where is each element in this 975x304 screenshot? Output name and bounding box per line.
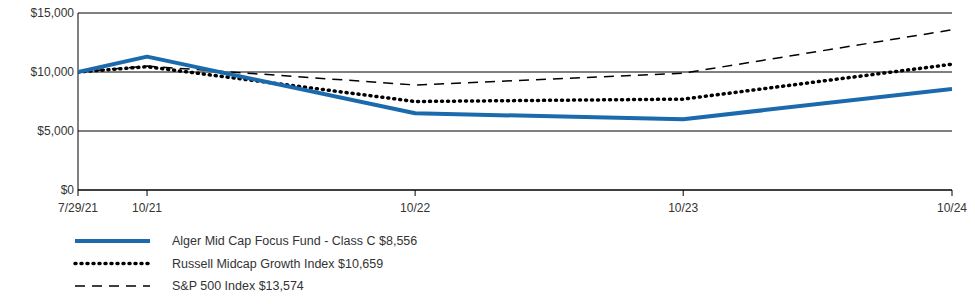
y-tick-label: $0 [61,183,75,197]
x-axis [78,190,952,191]
series-line [78,30,952,85]
y-axis [78,13,79,190]
x-tick [78,190,79,196]
x-tick-label: 7/29/21 [58,201,98,215]
x-tick-label: 10/22 [400,201,430,215]
legend-swatch [75,285,150,287]
legend-swatch [75,262,150,266]
x-tick-label: 10/24 [937,201,967,215]
x-tick [952,190,953,196]
x-tick-label: 10/23 [668,201,698,215]
y-tick-label: $5,000 [37,124,74,138]
x-tick-label: 10/21 [132,201,162,215]
x-tick [683,190,684,196]
x-tick [415,190,416,196]
grid-line [78,13,952,14]
y-tick-label: $10,000 [31,65,75,79]
grid-line [78,131,952,132]
y-tick-label: $15,000 [31,6,75,20]
grid-line [78,190,952,191]
x-tick [147,190,148,196]
series-line [78,57,952,120]
legend-label: Russell Midcap Growth Index $10,659 [172,257,383,271]
series-group [78,30,952,119]
legend-label: Alger Mid Cap Focus Fund - Class C $8,55… [172,234,417,248]
chart: $0 $5,000 $10,000 $15,000 7/29/21 10/21 10/22 1… [0,0,975,304]
legend-label: S&P 500 Index $13,574 [172,279,304,293]
legend-swatch [75,239,150,243]
